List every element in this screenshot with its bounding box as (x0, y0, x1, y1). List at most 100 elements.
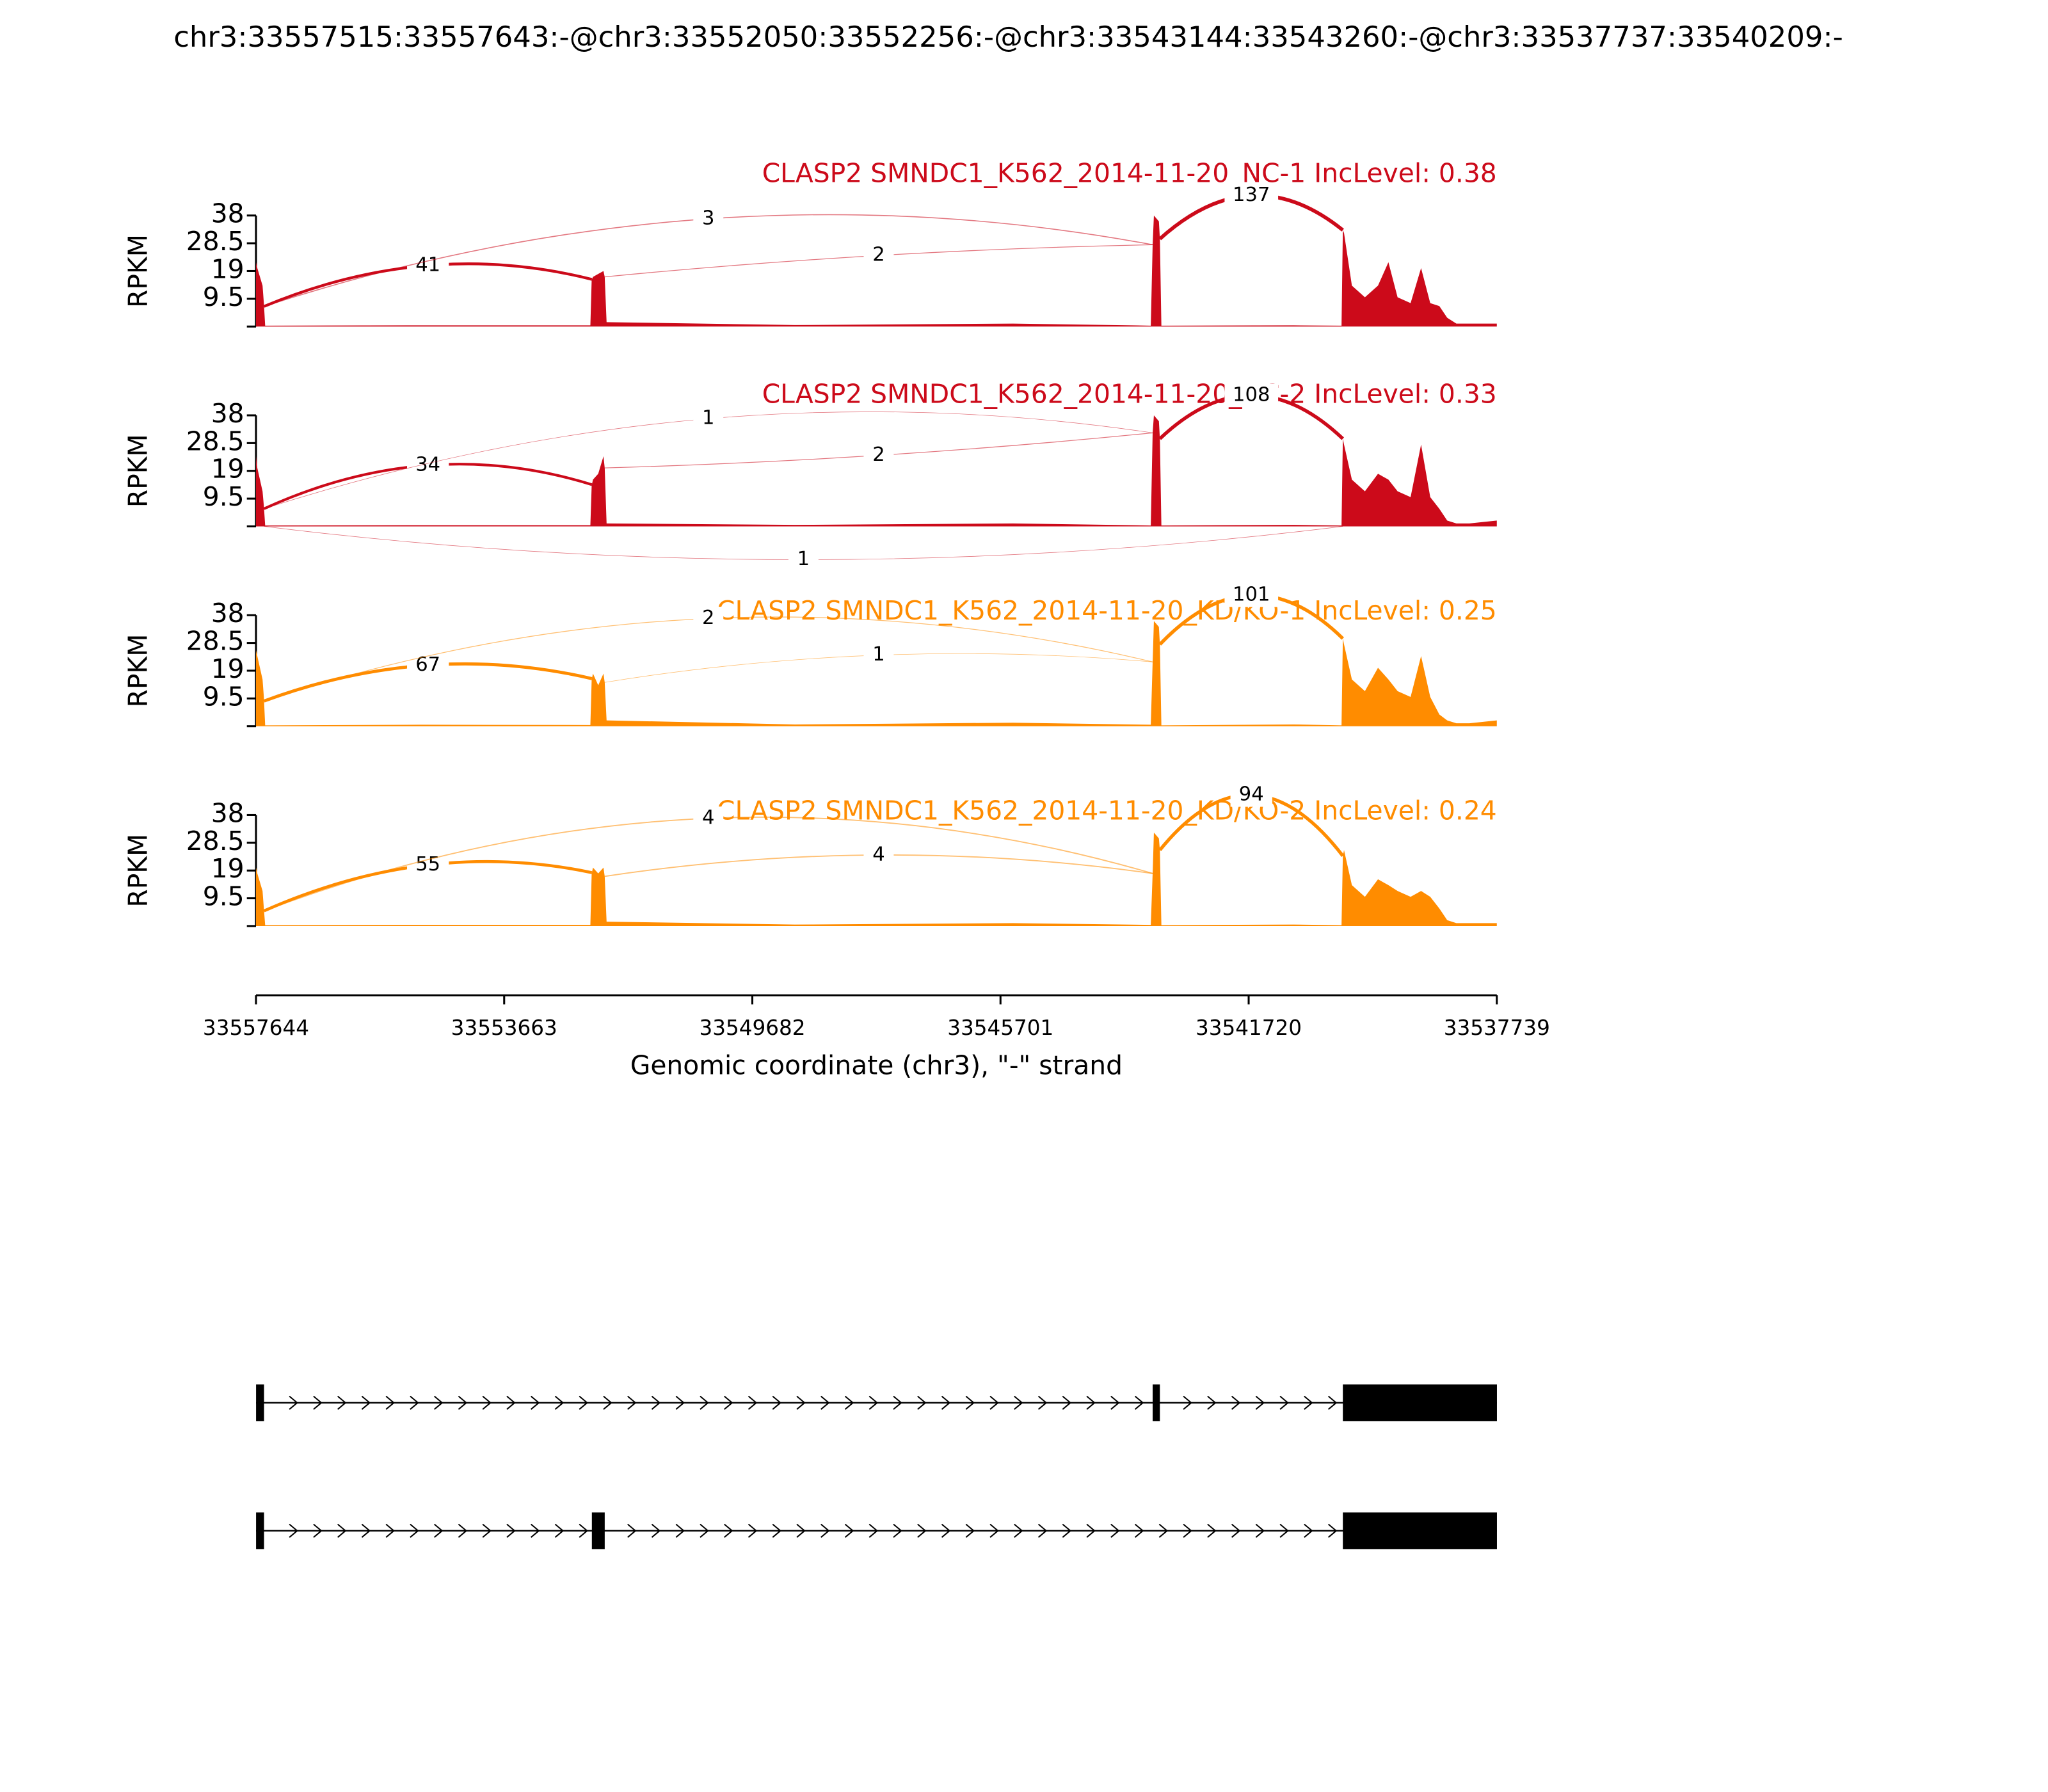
strand-chevron (1255, 1523, 1265, 1538)
strand-chevron (748, 1523, 758, 1538)
strand-chevron (337, 1395, 347, 1410)
y-tick-label: 28.5 (186, 226, 244, 257)
strand-chevron (337, 1523, 347, 1538)
panel-title: CLASP2 SMNDC1_K562_2014-11-20_NC-1 IncLe… (762, 157, 1497, 188)
junction-label-bg (407, 453, 449, 477)
strand-chevron (820, 1523, 830, 1538)
strand-chevron (1304, 1523, 1313, 1538)
strand-chevron (1014, 1523, 1023, 1538)
y-axis-label: RPKM (122, 434, 153, 508)
strand-chevron (941, 1395, 951, 1410)
junction-label: 4 (872, 843, 884, 865)
strand-chevron (965, 1523, 975, 1538)
junction-label-bg (407, 853, 449, 877)
strand-chevron (627, 1523, 637, 1538)
strand-chevron (675, 1395, 685, 1410)
strand-chevron (1183, 1523, 1192, 1538)
strand-chevron (1086, 1395, 1096, 1410)
junction-label: 101 (1233, 584, 1270, 606)
strand-chevron (1255, 1395, 1265, 1410)
strand-chevron (844, 1395, 854, 1410)
strand-chevron (917, 1395, 927, 1410)
junction-label: 41 (415, 253, 440, 276)
junction-label-bg (1224, 184, 1279, 207)
y-axis-label: RPKM (122, 234, 153, 308)
exon (256, 1512, 264, 1549)
strand-chevron (700, 1395, 709, 1410)
strand-chevron (482, 1395, 492, 1410)
strand-chevron (506, 1523, 516, 1538)
strand-chevron (1231, 1523, 1241, 1538)
strand-chevron (1134, 1523, 1144, 1538)
y-tick-label: 28.5 (186, 426, 244, 456)
exon (591, 1512, 605, 1549)
strand-chevron (1207, 1395, 1217, 1410)
junction-label-bg (693, 607, 724, 630)
coverage-area (256, 215, 1497, 327)
junction-label: 55 (415, 853, 440, 876)
strand-chevron (385, 1395, 395, 1410)
x-tick-label: 33537739 (1444, 1016, 1550, 1040)
strand-chevron (289, 1395, 298, 1410)
strand-chevron (1037, 1523, 1048, 1538)
exon (1343, 1512, 1497, 1549)
strand-chevron (772, 1395, 782, 1410)
strand-chevron (434, 1395, 444, 1410)
strand-chevron (458, 1523, 468, 1538)
strand-chevron (1327, 1395, 1338, 1410)
strand-chevron (1231, 1395, 1241, 1410)
strand-chevron (1183, 1395, 1192, 1410)
strand-chevron (1062, 1523, 1072, 1538)
strand-chevron (458, 1395, 468, 1410)
strand-chevron (748, 1395, 758, 1410)
x-axis-label: Genomic coordinate (chr3), "-" strand (630, 1050, 1123, 1080)
x-tick-label: 33557644 (203, 1016, 309, 1040)
strand-chevron (385, 1523, 395, 1538)
junction-label-bg (693, 207, 724, 231)
junction-label: 1 (702, 407, 714, 429)
x-tick-label: 33545701 (947, 1016, 1053, 1040)
coverage-area (256, 415, 1497, 527)
strand-chevron (651, 1395, 661, 1410)
coverage-area (256, 621, 1497, 726)
y-tick-label: 38 (211, 598, 244, 628)
y-axis-label: RPKM (122, 834, 153, 908)
strand-chevron (700, 1523, 709, 1538)
junction-label-bg (693, 806, 724, 831)
strand-chevron (361, 1523, 371, 1538)
strand-chevron (868, 1523, 879, 1538)
y-tick-label: 28.5 (186, 626, 244, 657)
exon (1153, 1384, 1160, 1421)
y-tick-label: 38 (211, 398, 244, 429)
coverage-area (256, 832, 1497, 926)
strand-chevron (989, 1523, 999, 1538)
junction-label-bg (1230, 783, 1272, 807)
junction-label-bg (1224, 383, 1279, 408)
strand-chevron (434, 1523, 444, 1538)
chart-title: chr3:33557515:33557643:-@chr3:33552050:3… (173, 20, 1843, 54)
junction-label: 2 (872, 244, 884, 266)
strand-chevron (1158, 1523, 1169, 1538)
strand-chevron (724, 1523, 733, 1538)
strand-chevron (965, 1395, 975, 1410)
junction-label-bg (1224, 583, 1279, 607)
strand-chevron (603, 1395, 612, 1410)
x-tick-label: 33549682 (699, 1016, 805, 1040)
junction-label-bg (788, 548, 819, 572)
strand-chevron (531, 1395, 540, 1410)
strand-chevron (554, 1523, 564, 1538)
y-tick-label: 9.5 (203, 881, 244, 912)
strand-chevron (893, 1395, 902, 1410)
strand-chevron (893, 1523, 902, 1538)
y-tick-label: 38 (211, 198, 244, 229)
junction-label-bg (407, 653, 449, 677)
y-tick-label: 28.5 (186, 826, 244, 856)
strand-chevron (410, 1395, 419, 1410)
strand-chevron (868, 1395, 879, 1410)
strand-chevron (1304, 1395, 1313, 1410)
strand-chevron (772, 1523, 782, 1538)
junction-label: 4 (702, 806, 714, 829)
y-tick-label: 19 (211, 454, 244, 484)
y-tick-label: 38 (211, 797, 244, 828)
exon (1343, 1384, 1497, 1421)
